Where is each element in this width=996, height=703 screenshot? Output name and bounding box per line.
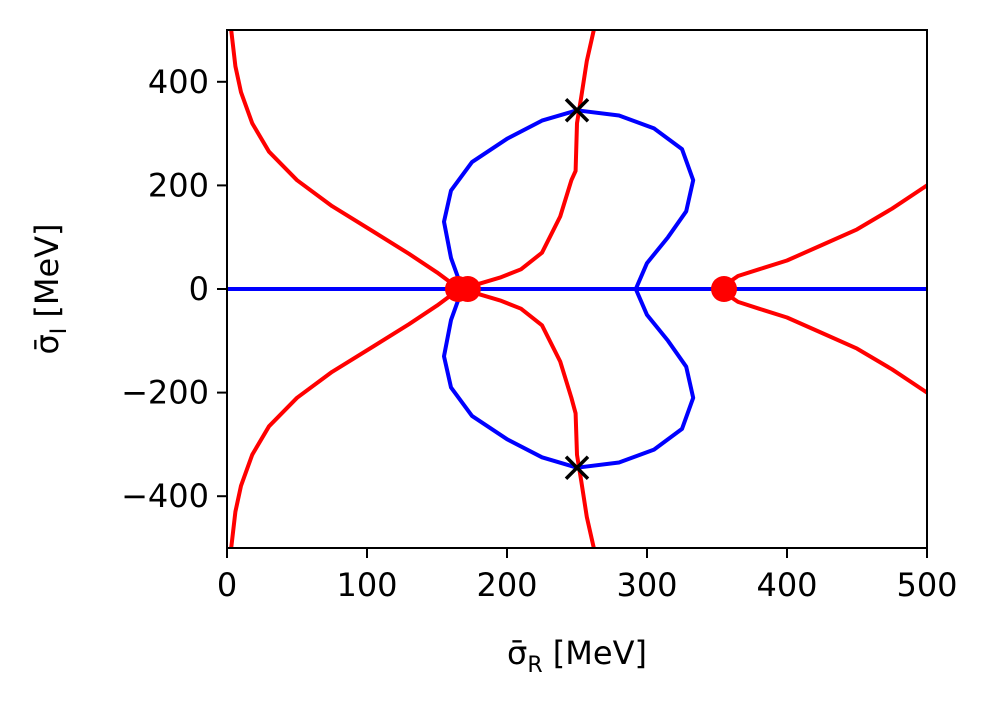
- x-tick-label: 400: [756, 566, 817, 604]
- x-tick-label: 200: [476, 566, 537, 604]
- y-tick-label: 200: [148, 166, 209, 204]
- y-tick-label: −400: [121, 477, 209, 515]
- x-tick-label: 0: [217, 566, 237, 604]
- y-tick-label: 400: [148, 63, 209, 101]
- series-line-red-2: [463, 30, 596, 291]
- series-layer: [227, 30, 927, 548]
- x-tick-label: 500: [896, 566, 957, 604]
- series-line-blue-7: [442, 108, 696, 470]
- marker-layer: [445, 98, 737, 480]
- y-tick-label: −200: [121, 374, 209, 412]
- cross-marker-0: [564, 98, 590, 123]
- red-dot-marker-1: [454, 276, 481, 302]
- tick-layer: 0 100 200 300 400 500 −400 −200 0 200 400: [121, 63, 957, 604]
- red-dot-marker-2: [711, 276, 737, 302]
- x-tick-label: 300: [616, 566, 677, 604]
- series-line-red-3: [463, 287, 596, 548]
- series-line-red-0: [229, 30, 463, 291]
- y-tick-label: 0: [189, 270, 209, 308]
- y-axis-label: σ̄I [MeV]: [28, 223, 72, 354]
- cross-marker-1: [564, 455, 590, 480]
- x-tick-label: 100: [336, 566, 397, 604]
- x-axis-label: σ̄R [MeV]: [507, 634, 647, 678]
- series-line-red-1: [229, 287, 463, 548]
